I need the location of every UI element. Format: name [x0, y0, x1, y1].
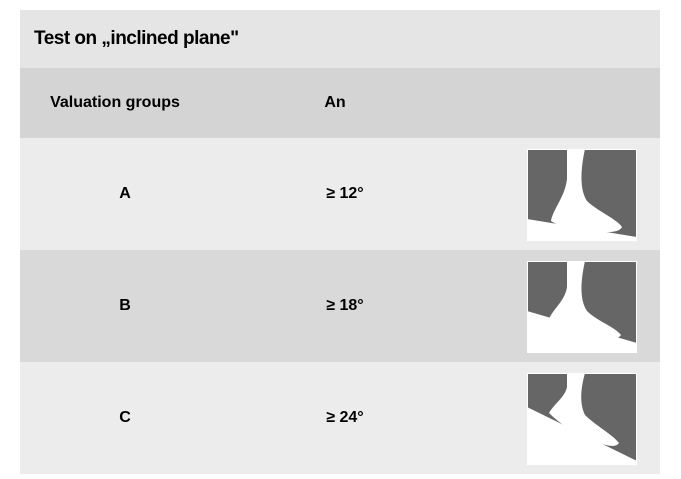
slope-icon [527, 373, 637, 465]
slope-icon [527, 149, 637, 241]
angle-cell: ≥ 12° [326, 185, 364, 202]
angle-cell: ≥ 24° [326, 409, 364, 426]
group-cell: A [119, 185, 131, 202]
table-row: B ≥ 18° [20, 250, 660, 362]
angle-cell: ≥ 18° [326, 297, 364, 314]
table-row: A ≥ 12° [20, 138, 660, 250]
header-row: Valuation groups An [20, 68, 660, 138]
table-row: C ≥ 24° [20, 362, 660, 474]
column-header: An [324, 94, 346, 111]
slope-icon [527, 261, 637, 353]
group-cell: C [119, 409, 131, 426]
table: Test on „inclined plane" Valuation group… [20, 10, 660, 474]
table-title: Test on „inclined plane" [20, 10, 660, 68]
group-cell: B [119, 297, 131, 314]
column-header: Valuation groups [50, 94, 180, 111]
